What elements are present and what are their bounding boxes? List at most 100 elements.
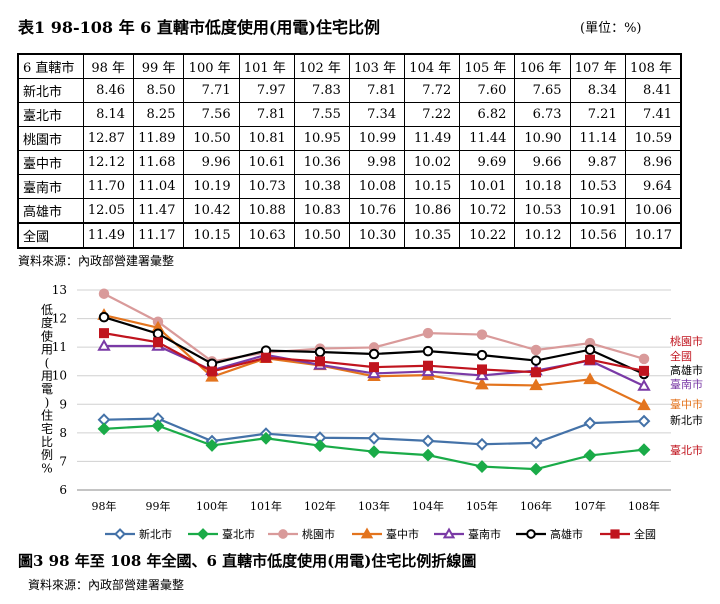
series-end-label: 高雄市	[670, 363, 703, 377]
data-point	[475, 368, 489, 381]
table-cell: 10.19	[183, 174, 240, 199]
table-cell: 9.98	[348, 150, 406, 175]
x-tick-label: 102年	[304, 499, 336, 513]
column-header: 98 年	[82, 53, 135, 79]
table-cell: 6.82	[459, 102, 516, 127]
table-cell: 10.15	[404, 174, 461, 199]
column-header: 99 年	[133, 53, 185, 79]
data-point	[475, 437, 489, 451]
table-cell: 10.72	[459, 198, 516, 224]
table-cell: 10.42	[183, 198, 240, 224]
table-row: 臺北市 8.14 8.25 7.56 7.81 7.55 7.34 7.22 6.82 6.73 7…	[17, 102, 682, 127]
data-point	[476, 349, 488, 361]
y-tick-label: 6	[59, 483, 67, 497]
table-cell: 10.86	[404, 198, 461, 224]
data-point	[261, 352, 271, 363]
data-point	[360, 527, 374, 539]
table-cell: 10.90	[514, 126, 571, 151]
series-end-label: 新北市	[670, 413, 703, 427]
column-header: 101 年	[238, 53, 295, 79]
y-tick-label: 13	[52, 283, 67, 297]
data-point	[153, 337, 163, 348]
data-point	[421, 364, 435, 377]
data-point	[207, 366, 217, 377]
data-point	[99, 328, 109, 339]
table-cell: 10.88	[238, 198, 295, 224]
table-cell: 7.81	[348, 78, 406, 103]
table-cell: 9.66	[514, 150, 571, 175]
table-cell: 7.34	[348, 102, 406, 127]
table-cell: 10.73	[238, 174, 295, 199]
data-point	[314, 346, 326, 358]
data-point	[313, 439, 327, 453]
y-tick-label: 8	[59, 426, 67, 440]
legend-label: 新北市	[139, 527, 172, 541]
table-cell: 11.17	[133, 222, 185, 249]
x-tick-label: 106年	[520, 499, 552, 513]
row-header: 全國	[17, 222, 84, 249]
data-point	[259, 431, 273, 445]
column-header: 106 年	[514, 53, 571, 79]
table-cell: 10.02	[404, 150, 461, 175]
table-cell: 9.64	[624, 174, 682, 199]
table-cell: 7.97	[238, 78, 295, 103]
data-point	[423, 360, 433, 371]
column-header: 103 年	[348, 53, 406, 79]
data-point	[152, 328, 164, 339]
row-header: 臺中市	[17, 150, 84, 175]
data-point	[422, 345, 434, 357]
data-point	[97, 338, 111, 351]
data-point	[637, 443, 651, 457]
data-point	[151, 419, 165, 433]
table-cell: 10.01	[459, 174, 516, 199]
table-cell: 10.06	[624, 198, 682, 224]
data-point	[421, 448, 435, 462]
table-cell: 10.63	[238, 222, 295, 249]
data-point	[114, 528, 126, 540]
table-cell: 11.68	[133, 150, 185, 175]
table-cell: 11.44	[459, 126, 516, 151]
table-source-note: 資料來源：內政部營建署彙整	[18, 254, 175, 268]
figure-caption: 圖3 98 年至 108 年全國、6 直轄市低度使用(用電)住宅比例折線圖	[18, 552, 477, 570]
table-cell: 7.55	[293, 102, 350, 127]
table-cell: 11.49	[404, 126, 461, 151]
data-point	[529, 378, 543, 391]
y-tick-label: 11	[52, 340, 67, 354]
x-tick-label: 99年	[146, 499, 171, 513]
table-row: 全國 11.49 11.17 10.15 10.63 10.50 10.30 10.35 10.…	[17, 222, 682, 249]
data-point	[367, 366, 381, 379]
x-tick-label: 107年	[574, 499, 606, 513]
table-cell: 11.14	[569, 126, 626, 151]
data-point	[278, 529, 288, 539]
data-point	[197, 528, 209, 540]
data-point	[98, 311, 110, 323]
table-row: 臺南市 11.70 11.04 10.19 10.73 10.38 10.08 10.15 10…	[17, 174, 682, 199]
data-point	[422, 327, 434, 339]
table-cell: 7.81	[238, 102, 295, 127]
unit-note: (單位：%)	[580, 21, 642, 36]
table-cell: 7.41	[624, 102, 682, 127]
column-header: 105 年	[459, 53, 516, 79]
table-cell: 11.70	[82, 174, 135, 199]
legend-label: 桃園市	[302, 527, 335, 541]
table-cell: 8.50	[133, 78, 185, 103]
data-point	[530, 355, 542, 366]
data-point	[367, 431, 381, 445]
legend-label: 全國	[634, 527, 656, 541]
data-point	[585, 354, 595, 365]
table-cell: 10.18	[514, 174, 571, 199]
table-title: 表1 98-108 年 6 直轄市低度使用(用電)住宅比例	[18, 18, 380, 37]
x-tick-label: 104年	[412, 499, 444, 513]
series-end-label: 臺中市	[670, 397, 703, 411]
table-cell: 9.69	[459, 150, 516, 175]
data-point	[637, 414, 651, 428]
table-cell: 11.49	[82, 222, 135, 249]
table-row: 桃園市 12.87 11.89 10.50 10.81 10.95 10.99 11.49 11…	[17, 126, 682, 151]
table-cell: 12.05	[82, 198, 135, 224]
data-point	[315, 356, 325, 367]
legend-label: 高雄市	[550, 527, 583, 541]
data-point	[530, 344, 542, 356]
line-chart: 13 12 11 10 9 8 7 6 98年 99年 100年 101年 102年 103年 104年 10…	[41, 283, 703, 541]
series-end-label: 臺北市	[670, 443, 703, 457]
table-cell: 10.76	[348, 198, 406, 224]
